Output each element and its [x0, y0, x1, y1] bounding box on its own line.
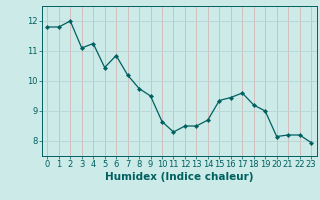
X-axis label: Humidex (Indice chaleur): Humidex (Indice chaleur) [105, 172, 253, 182]
